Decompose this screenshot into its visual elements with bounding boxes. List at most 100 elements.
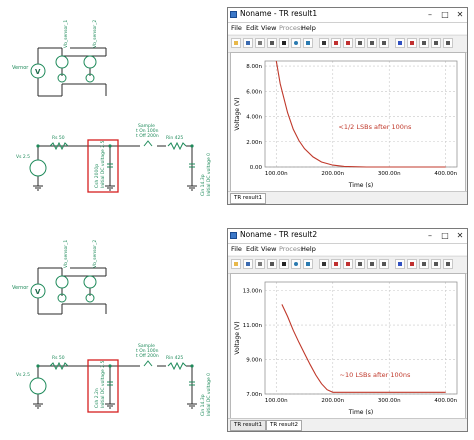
vernor-label: Vernor — [12, 285, 29, 291]
rin-label: Rin 425 — [166, 355, 183, 361]
grid-icon[interactable] — [431, 259, 441, 269]
settings-icon[interactable] — [443, 38, 453, 48]
cursor-b-icon[interactable] — [343, 259, 353, 269]
x-tick-label: 200.00n — [321, 398, 344, 404]
marker-icon[interactable] — [395, 38, 405, 48]
menu-edit[interactable]: Edit — [246, 245, 259, 253]
curve-tool-icon[interactable] — [379, 259, 389, 269]
y-tick-label: 7.00n — [246, 392, 262, 398]
sample-label: Sample — [138, 343, 155, 349]
copy-icon[interactable] — [255, 259, 265, 269]
chart-annotation: ~10 LSBs after 100ns — [340, 371, 411, 379]
text-tool-icon[interactable] — [319, 38, 329, 48]
tab-tr-result2[interactable]: TR result2 — [266, 420, 302, 431]
x-tick-label: 400.00n — [434, 398, 457, 404]
save-icon[interactable] — [243, 259, 253, 269]
csh-highlight-box — [87, 359, 119, 413]
x-tick-label: 400.00n — [434, 171, 457, 177]
settings-icon[interactable] — [443, 259, 453, 269]
measure-icon[interactable] — [355, 38, 365, 48]
csh-label: Csh 2000p — [94, 164, 100, 188]
t-off-label: t Off 200n — [136, 353, 159, 359]
voltage-time-chart: 100.00n 200.00n 300.00n 400.00n 0.00 2.00n 4.0… — [234, 60, 458, 189]
y-tick-label: 6.00n — [246, 89, 262, 95]
window-title: Noname - TR result2 — [240, 230, 318, 239]
measure-icon[interactable] — [355, 259, 365, 269]
menu-bar: File Edit View Process Help — [228, 23, 467, 34]
vs-label: Vs 2.5 — [16, 372, 30, 378]
close-icon[interactable]: ✕ — [456, 231, 464, 240]
maximize-icon[interactable]: □ — [441, 231, 449, 240]
menu-help[interactable]: Help — [301, 24, 316, 32]
menu-help[interactable]: Help — [301, 245, 316, 253]
sample-label: Sample — [138, 123, 155, 129]
zoom-icon[interactable] — [291, 259, 301, 269]
maximize-icon[interactable]: □ — [441, 10, 449, 19]
menu-file[interactable]: File — [231, 24, 242, 32]
y-tick-label: 11.00n — [243, 323, 263, 329]
probe-icon[interactable] — [419, 259, 429, 269]
t-off-label: t Off 200n — [136, 133, 159, 139]
plot-area[interactable]: 100.00n 200.00n 300.00n 400.00n 7.00n 9.00n 11… — [230, 273, 466, 419]
y-tick-label: 8.00n — [246, 64, 262, 70]
cin-initial-label: Initial DC voltage 0 — [206, 153, 212, 196]
rs-label: Rs 50 — [52, 135, 65, 141]
cursor-b-icon[interactable] — [343, 38, 353, 48]
zoom-icon[interactable] — [291, 38, 301, 48]
close-icon[interactable]: ✕ — [456, 10, 464, 19]
tab-tr-result1[interactable]: TR result1 — [230, 420, 266, 431]
pointer-icon[interactable] — [279, 259, 289, 269]
trace-icon[interactable] — [407, 259, 417, 269]
print-icon[interactable] — [267, 259, 277, 269]
plot-area[interactable]: 100.00n 200.00n 300.00n 400.00n 0.00 2.00n 4.0… — [230, 52, 466, 192]
line-tool-icon[interactable] — [367, 259, 377, 269]
cursor-a-icon[interactable] — [331, 38, 341, 48]
title-bar[interactable]: Noname - TR result2 – □ ✕ — [228, 229, 467, 244]
open-icon[interactable] — [231, 259, 241, 269]
series-line — [281, 304, 446, 393]
probe-icon[interactable] — [419, 38, 429, 48]
y-tick-label: 9.00n — [246, 358, 262, 364]
vb-sensor2-label: Vb_sensor_2 — [92, 240, 98, 268]
title-bar[interactable]: Noname - TR result1 – □ ✕ — [228, 8, 467, 23]
text-tool-icon[interactable] — [319, 259, 329, 269]
minimize-icon[interactable]: – — [428, 231, 432, 240]
zoom-in-icon[interactable] — [303, 259, 313, 269]
y-axis-label: Voltage (V) — [234, 97, 241, 130]
tr-result-window-1: Noname - TR result1 – □ ✕ File Edit View… — [227, 7, 468, 205]
plot-frame — [264, 281, 458, 395]
status-bar: TR result1 — [228, 191, 467, 204]
copy-icon[interactable] — [255, 38, 265, 48]
x-tick-label: 100.00n — [265, 398, 288, 404]
open-icon[interactable] — [231, 38, 241, 48]
csh-label: Csh 2.2n — [94, 388, 100, 408]
curve-tool-icon[interactable] — [379, 38, 389, 48]
menu-view[interactable]: View — [261, 245, 277, 253]
rs-label: Rs 50 — [52, 355, 65, 361]
tr-result-window-2: Noname - TR result2 – □ ✕ File Edit View… — [227, 228, 468, 432]
zoom-in-icon[interactable] — [303, 38, 313, 48]
menu-edit[interactable]: Edit — [246, 24, 259, 32]
y-tick-label: 13.00n — [243, 289, 263, 295]
app-icon — [230, 11, 237, 18]
save-icon[interactable] — [243, 38, 253, 48]
menu-file[interactable]: File — [231, 245, 242, 253]
schematic-bottom: V Vernor Vb_sensor_1 Vb_sensor_2 Rs 50 V… — [12, 240, 212, 416]
x-tick-label: 300.00n — [378, 398, 401, 404]
app-icon — [230, 232, 237, 239]
menu-process[interactable]: Process — [279, 24, 304, 32]
menu-view[interactable]: View — [261, 24, 277, 32]
trace-icon[interactable] — [407, 38, 417, 48]
menu-process[interactable]: Process — [279, 245, 304, 253]
chart-annotation: <1/2 LSBs after 100ns — [338, 123, 412, 131]
line-tool-icon[interactable] — [367, 38, 377, 48]
pointer-icon[interactable] — [279, 38, 289, 48]
tab-tr-result1[interactable]: TR result1 — [230, 193, 266, 204]
toolbar — [228, 256, 467, 274]
print-icon[interactable] — [267, 38, 277, 48]
grid-icon[interactable] — [431, 38, 441, 48]
minimize-icon[interactable]: – — [428, 10, 432, 19]
cursor-a-icon[interactable] — [331, 259, 341, 269]
marker-icon[interactable] — [395, 259, 405, 269]
x-tick-label: 200.00n — [321, 171, 344, 177]
